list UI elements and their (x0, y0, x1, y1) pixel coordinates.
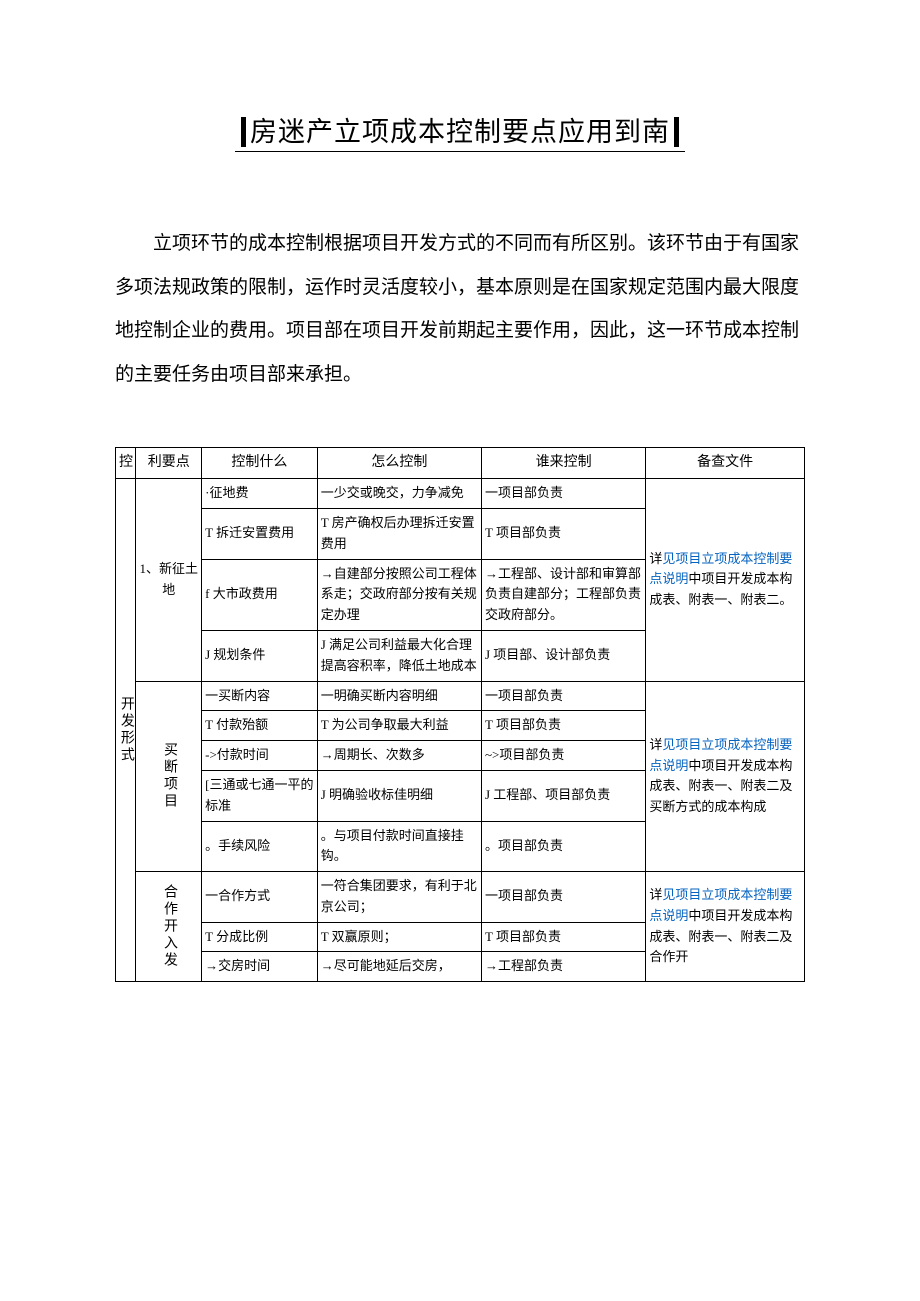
header-point: 利要点 (136, 447, 202, 478)
header-doc: 备查文件 (646, 447, 805, 478)
group2-doc: 详见项目立项成本控制要点说明中项目开发成本构成表、附表一、附表二及买断方式的成本… (646, 681, 805, 872)
page-title: 房迷产立项成本控制要点应用到南 (235, 110, 685, 152)
title-bar-left (241, 117, 246, 147)
cell-what: T 分成比例 (202, 922, 318, 952)
title-wrap: 房迷产立项成本控制要点应用到南 (115, 110, 805, 152)
group3-label: 合作开入发 (136, 872, 202, 982)
cell-who: →工程部、设计部和审算部负责自建部分；工程部负责交政府部分。 (482, 559, 646, 630)
cell-what: 一买断内容 (202, 681, 318, 711)
cell-what: f 大市政费用 (202, 559, 318, 630)
cell-who: T 项目部负责 (482, 922, 646, 952)
group1-doc: 详见项目立项成本控制要点说明中项目开发成本构成表、附表一、附表二。 (646, 479, 805, 681)
cell-who: 一项目部负责 (482, 479, 646, 509)
cell-what: 一合作方式 (202, 872, 318, 923)
cell-who: T 项目部负责 (482, 508, 646, 559)
cell-how: 一明确买断内容明细 (317, 681, 481, 711)
cell-how: T 双赢原则； (317, 922, 481, 952)
table-row: 合作开入发 一合作方式 一符合集团要求，有利于北京公司； 一项目部负责 详见项目… (116, 872, 805, 923)
header-what: 控制什么 (202, 447, 318, 478)
cell-how: J 明确验收标佳明细 (317, 770, 481, 821)
cell-who: 一项目部负责 (482, 872, 646, 923)
title-text: 房迷产立项成本控制要点应用到南 (250, 117, 670, 147)
side-label: 开发形式 (116, 479, 136, 982)
cell-what: J 规划条件 (202, 630, 318, 681)
cell-what: T 拆迁安置费用 (202, 508, 318, 559)
cell-how: →尽可能地延后交房， (317, 952, 481, 982)
cell-who: 。项目部负责 (482, 821, 646, 872)
cell-how: 。与项目付款时间直接挂钩。 (317, 821, 481, 872)
header-control: 控 (116, 447, 136, 478)
cell-how: J 满足公司利益最大化合理提高容积率，降低土地成本 (317, 630, 481, 681)
table-row: 买断项目 一买断内容 一明确买断内容明细 一项目部负责 详见项目立项成本控制要点… (116, 681, 805, 711)
cell-what: T 付款殆额 (202, 711, 318, 741)
doc-prefix: 详 (649, 887, 662, 902)
group1-label: 1、新征土地 (136, 479, 202, 681)
intro-paragraph: 立项环节的成本控制根据项目开发方式的不同而有所区别。该环节由于有国家多项法规政策… (115, 222, 805, 397)
cell-who: 一项目部负责 (482, 681, 646, 711)
cell-how: 一符合集团要求，有利于北京公司； (317, 872, 481, 923)
cell-how: →周期长、次数多 (317, 741, 481, 771)
control-points-table: 控 利要点 控制什么 怎么控制 谁来控制 备查文件 开发形式 1、新征土地 ·征… (115, 447, 805, 983)
cell-what: [三通或七通一平的标准 (202, 770, 318, 821)
header-who: 谁来控制 (482, 447, 646, 478)
doc-prefix: 详 (649, 737, 662, 752)
doc-prefix: 详 (649, 551, 662, 566)
table-header-row: 控 利要点 控制什么 怎么控制 谁来控制 备查文件 (116, 447, 805, 478)
cell-who: J 项目部、设计部负责 (482, 630, 646, 681)
cell-what: 。手续风险 (202, 821, 318, 872)
cell-what: ·征地费 (202, 479, 318, 509)
cell-who: T 项目部负责 (482, 711, 646, 741)
cell-how: →自建部分按照公司工程体系走；交政府部分按有关规定办理 (317, 559, 481, 630)
cell-what: →交房时间 (202, 952, 318, 982)
cell-who: ~>项目部负责 (482, 741, 646, 771)
group2-label: 买断项目 (136, 681, 202, 872)
cell-what: ->付款时间 (202, 741, 318, 771)
title-bar-right (674, 117, 679, 147)
cell-how: 一少交或晚交，力争减免 (317, 479, 481, 509)
group3-doc: 详见项目立项成本控制要点说明中项目开发成本构成表、附表一、附表二及合作开 (646, 872, 805, 982)
cell-who: →工程部负责 (482, 952, 646, 982)
header-how: 怎么控制 (317, 447, 481, 478)
table-row: 开发形式 1、新征土地 ·征地费 一少交或晚交，力争减免 一项目部负责 详见项目… (116, 479, 805, 509)
cell-who: J 工程部、项目部负责 (482, 770, 646, 821)
cell-how: T 为公司争取最大利益 (317, 711, 481, 741)
cell-how: T 房产确权后办理拆迁安置费用 (317, 508, 481, 559)
